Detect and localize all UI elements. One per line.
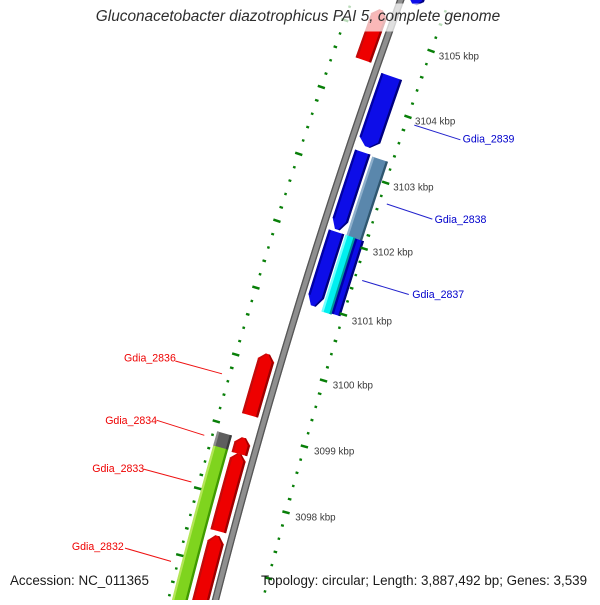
svg-text:3098 kbp: 3098 kbp: [295, 512, 336, 523]
svg-text:3104 kbp: 3104 kbp: [415, 116, 456, 127]
svg-text:Gdia_2836: Gdia_2836: [124, 352, 176, 364]
svg-text:Gdia_2834: Gdia_2834: [105, 415, 157, 427]
svg-text:Accession: NC_011365: Accession: NC_011365: [10, 573, 149, 588]
svg-text:Gdia_2838: Gdia_2838: [435, 214, 487, 226]
svg-text:3102 kbp: 3102 kbp: [373, 247, 414, 258]
svg-text:3101 kbp: 3101 kbp: [352, 316, 393, 327]
svg-text:3105 kbp: 3105 kbp: [439, 52, 480, 63]
svg-text:3100 kbp: 3100 kbp: [333, 380, 374, 391]
svg-text:3099 kbp: 3099 kbp: [314, 446, 355, 457]
svg-text:3103 kbp: 3103 kbp: [393, 182, 434, 193]
svg-text:Gdia_2833: Gdia_2833: [92, 463, 144, 475]
svg-text:Gluconacetobacter diazotrophic: Gluconacetobacter diazotrophicus PAI 5, …: [96, 8, 500, 25]
svg-text:Topology: circular; Length: 3,: Topology: circular; Length: 3,887,492 bp…: [261, 573, 587, 588]
svg-text:Gdia_2832: Gdia_2832: [72, 541, 124, 553]
svg-text:Gdia_2839: Gdia_2839: [463, 133, 515, 145]
svg-text:Gdia_2837: Gdia_2837: [412, 289, 464, 301]
